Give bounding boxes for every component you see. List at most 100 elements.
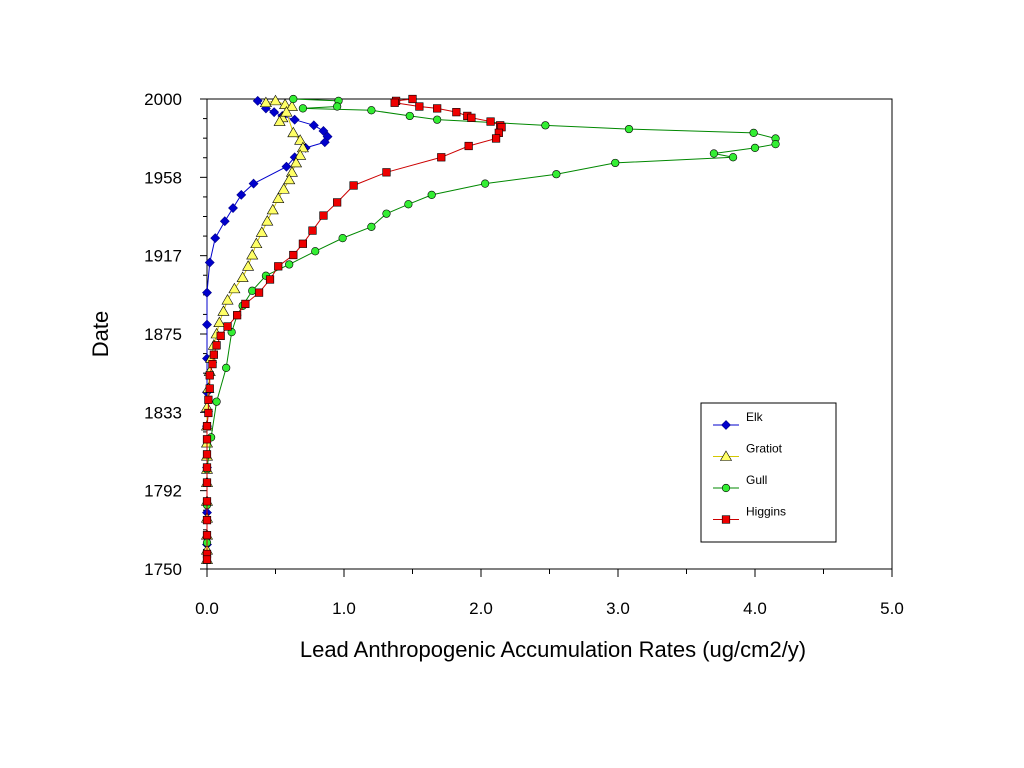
y-tick-label: 2000 <box>144 90 182 109</box>
data-point-gull <box>212 397 221 406</box>
data-point-gratiot <box>269 94 282 106</box>
series-gull-line <box>206 98 777 543</box>
data-point-gull <box>728 153 738 162</box>
data-point-higgins <box>486 117 495 126</box>
data-point-gratiot <box>261 215 274 226</box>
data-point-gull <box>552 170 561 179</box>
data-point-higgins <box>289 250 298 260</box>
x-axis: 0.0 1.0 2.0 3.0 4.0 5.0 <box>195 569 904 618</box>
data-point-gull <box>427 190 436 199</box>
x-axis-title: Lead Anthropogenic Accumulation Rates (u… <box>300 637 806 662</box>
legend-label-gratiot: Gratiot <box>746 442 783 456</box>
y-tick-label: 1917 <box>144 247 182 266</box>
x-tick-label: 5.0 <box>880 599 904 618</box>
data-point-gull <box>404 200 413 209</box>
data-point-gratiot <box>277 183 290 194</box>
data-point-gratiot <box>236 271 249 282</box>
data-point-higgins <box>208 359 217 369</box>
data-point-gratiot <box>242 260 255 271</box>
y-tick-label: 1958 <box>144 168 182 187</box>
data-point-gull <box>433 115 442 124</box>
data-point-gratiot <box>287 126 300 138</box>
legend-marker-higgins <box>721 515 731 524</box>
data-point-gratiot <box>273 115 286 126</box>
data-point-higgins <box>202 435 212 444</box>
data-point-gull <box>771 140 780 149</box>
data-point-higgins <box>265 275 275 284</box>
data-point-higgins <box>437 153 446 162</box>
data-point-gull <box>541 121 550 130</box>
y-tick-label: 1875 <box>144 325 182 344</box>
data-point-higgins <box>216 331 225 340</box>
data-point-higgins <box>408 94 417 104</box>
data-point-gratiot <box>290 156 303 168</box>
data-point-higgins <box>202 497 212 506</box>
data-point-elk <box>210 233 221 244</box>
data-point-higgins <box>433 104 442 113</box>
data-point-gull <box>709 149 719 158</box>
series-higgins <box>202 94 506 564</box>
legend-box <box>700 402 837 543</box>
data-point-higgins <box>390 98 399 107</box>
data-point-higgins <box>308 226 317 235</box>
data-point-gratiot <box>280 106 293 117</box>
data-point-elk <box>202 287 212 298</box>
data-point-gratiot <box>250 237 263 249</box>
legend-marker-elk <box>721 420 731 430</box>
data-point-elk <box>281 161 292 172</box>
data-point-higgins <box>205 384 214 393</box>
series-elk <box>202 95 333 550</box>
data-point-higgins <box>415 102 424 111</box>
data-point-gratiot <box>294 149 307 160</box>
data-point-higgins <box>204 408 213 418</box>
data-point-higgins <box>298 239 308 248</box>
data-point-higgins <box>202 422 212 431</box>
legend-marker-gull <box>721 483 731 493</box>
legend-marker-gratiot <box>719 450 733 461</box>
y-tick-label: 1833 <box>144 403 182 422</box>
data-point-gratiot <box>285 100 298 111</box>
data-point-elk <box>202 319 212 330</box>
data-point-gull <box>750 143 760 152</box>
data-point-gull <box>338 234 347 243</box>
data-point-higgins <box>202 478 212 487</box>
data-point-gratiot <box>221 294 234 305</box>
data-point-gull <box>311 247 320 256</box>
x-tick-label: 0.0 <box>195 599 219 618</box>
legend-label-elk: Elk <box>746 410 764 424</box>
data-point-higgins <box>467 113 476 122</box>
y-tick-label: 1792 <box>144 482 182 501</box>
x-tick-label: 4.0 <box>743 599 767 618</box>
data-point-higgins <box>349 181 358 190</box>
data-point-elk <box>289 114 300 125</box>
data-point-higgins <box>204 395 213 404</box>
data-point-gull <box>333 102 342 111</box>
series-gratiot-line <box>206 100 304 560</box>
y-tick-label: 1750 <box>144 560 182 579</box>
data-point-elk <box>228 203 238 213</box>
legend-label-gull: Gull <box>746 473 767 487</box>
data-point-higgins <box>319 211 328 220</box>
data-point-elk <box>318 126 329 136</box>
data-point-higgins <box>212 341 221 350</box>
data-point-higgins <box>491 134 501 143</box>
data-point-higgins <box>202 463 212 472</box>
data-point-gull <box>624 124 634 134</box>
data-point-higgins <box>205 371 214 380</box>
data-point-higgins <box>452 108 461 117</box>
series-higgins-line <box>206 98 503 560</box>
y-axis-title: Date <box>88 311 113 357</box>
data-point-higgins <box>209 350 218 359</box>
data-point-higgins <box>202 516 212 525</box>
data-point-elk <box>308 120 319 131</box>
data-point-higgins <box>202 450 212 459</box>
data-point-gull <box>481 179 490 188</box>
data-point-gull <box>298 104 308 113</box>
data-point-gull <box>367 222 376 231</box>
data-point-gull <box>749 128 758 137</box>
x-tick-label: 2.0 <box>469 599 493 618</box>
data-point-higgins <box>202 555 212 564</box>
data-point-gull <box>222 363 231 372</box>
data-point-higgins <box>241 299 250 309</box>
